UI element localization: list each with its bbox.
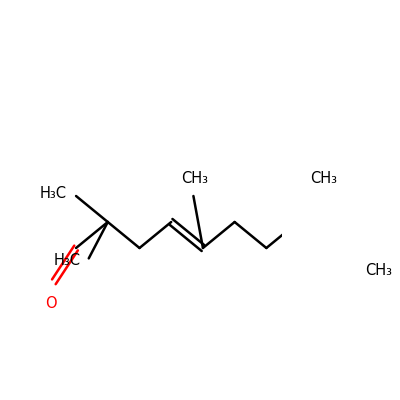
- Text: O: O: [45, 296, 57, 311]
- Text: CH₃: CH₃: [181, 171, 208, 186]
- Text: H₃C: H₃C: [39, 186, 66, 202]
- Text: CH₃: CH₃: [310, 171, 337, 186]
- Text: H₃C: H₃C: [53, 253, 80, 268]
- Text: CH₃: CH₃: [365, 263, 392, 278]
